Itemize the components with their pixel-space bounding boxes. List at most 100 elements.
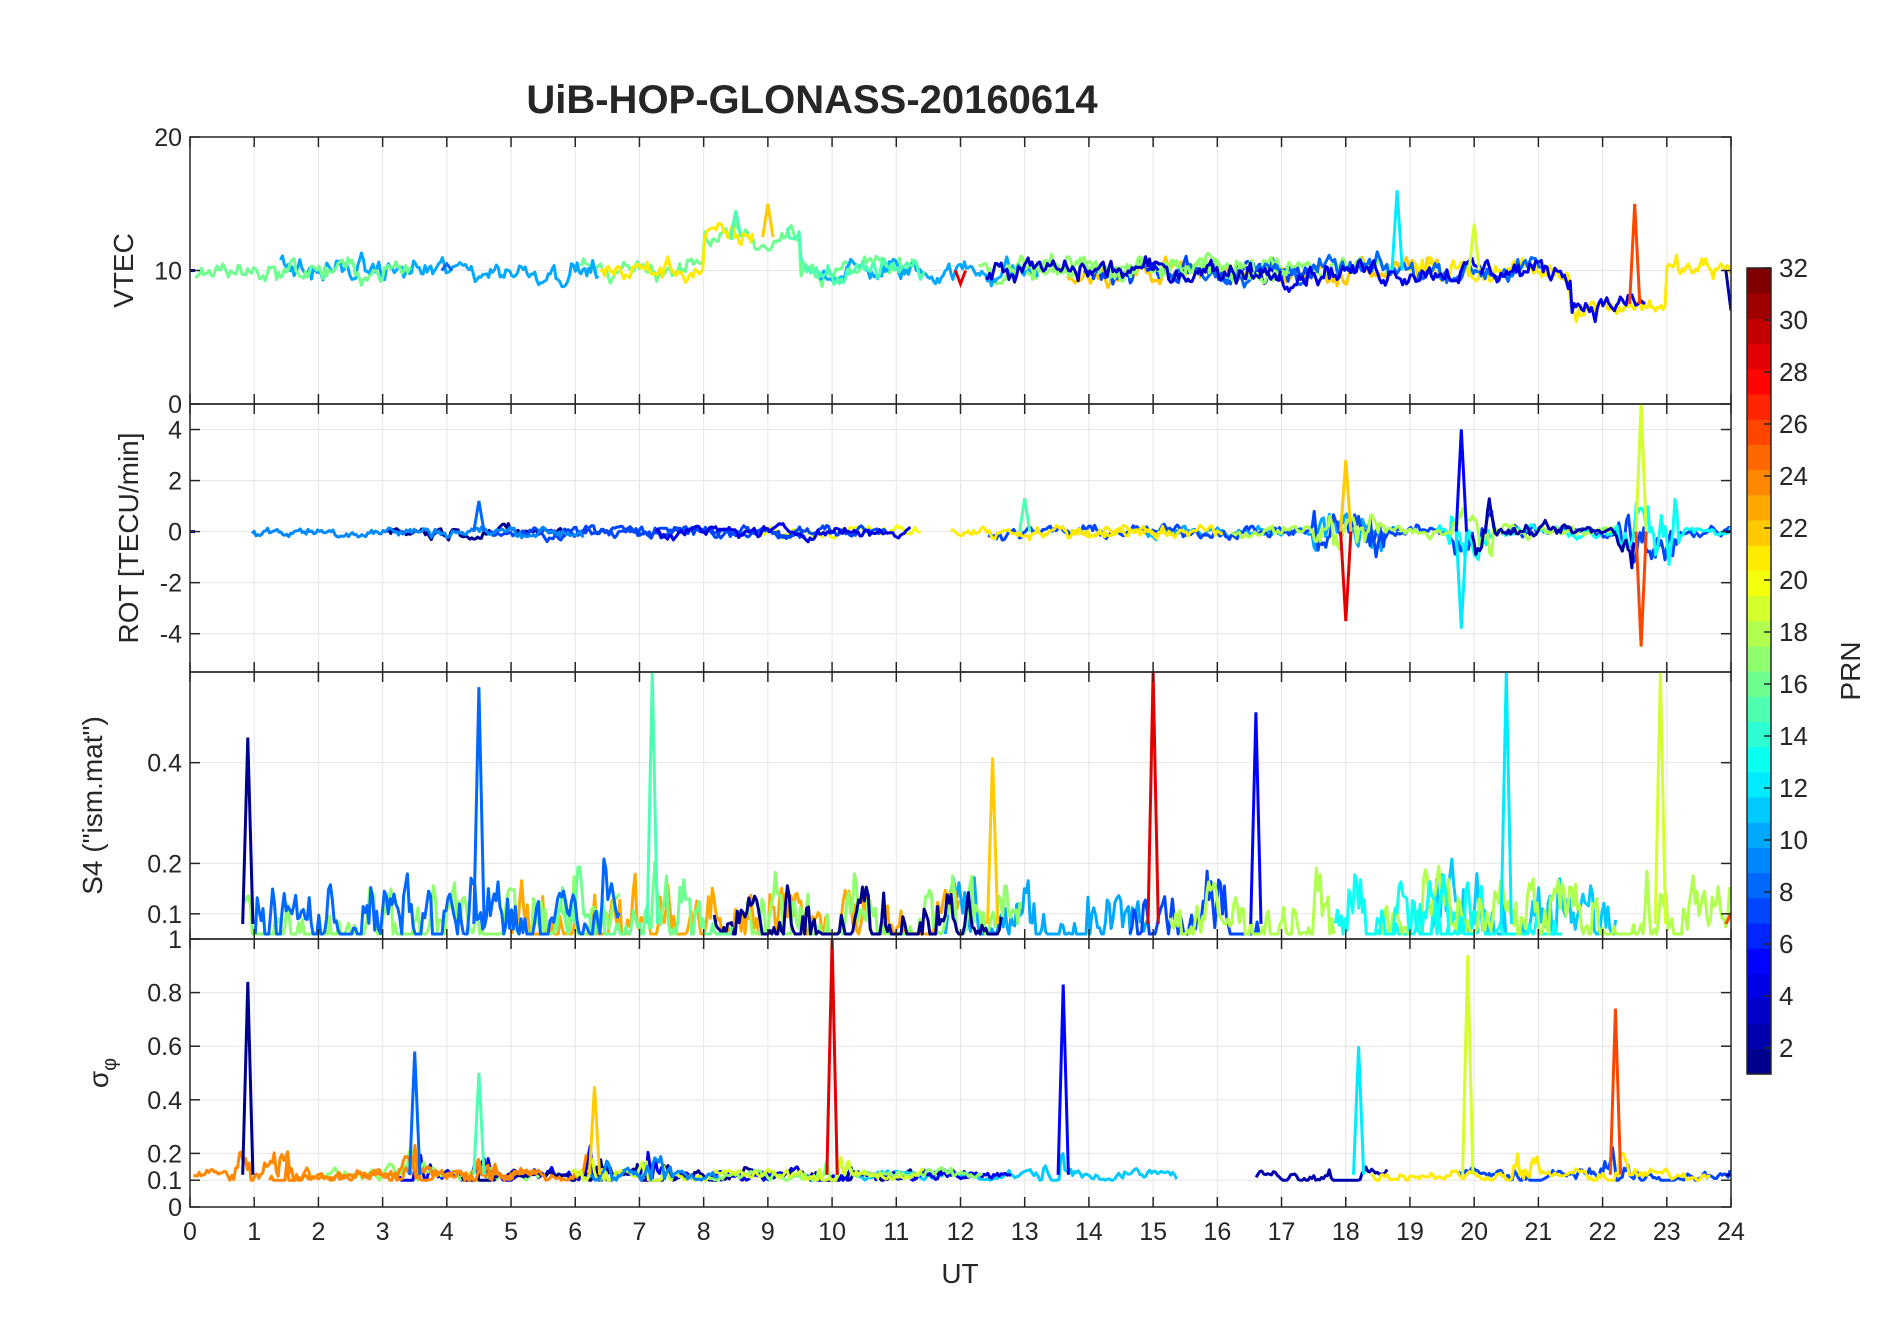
x-tick-label: 2 [311, 1218, 325, 1246]
y-axis-label-VTEC: VTEC [108, 233, 139, 308]
trace-prn-line [268, 1155, 537, 1182]
y-tick-label: 0 [168, 1194, 182, 1222]
peak-point [1249, 712, 1263, 924]
y-ticks-ROT: -4 -2 0 2 4 [160, 417, 1731, 649]
x-tick-label: 5 [504, 1218, 518, 1246]
colorbar-segment [1747, 343, 1771, 370]
trace-prn-line [1245, 256, 1646, 324]
trace-prn-line [712, 884, 1003, 936]
peak-point [645, 672, 659, 924]
y-tick-label: 20 [154, 124, 182, 152]
x-tick-label: 9 [761, 1218, 775, 1246]
panel-sigma_phi: 00.10.20.40.60.810 1 2 3 4 5 6 7 8 9 10 11 12 13 14 15 1… [83, 926, 1745, 1246]
y-ticks-sigma_phi: 00.10.2 0.4 0.6 0.8 1 [147, 926, 1731, 1222]
colorbar-tick-label: 22 [1779, 513, 1808, 543]
y-tick-label: 1 [168, 926, 182, 954]
peak-point [1634, 531, 1648, 647]
trace-prn-line [253, 857, 621, 936]
colorbar-tick-label: 14 [1779, 721, 1808, 751]
colorbar-tick-label: 2 [1779, 1033, 1793, 1063]
peak-point [1146, 672, 1160, 924]
trace-prn-line [1168, 866, 1336, 936]
colorbar-segment [1747, 293, 1771, 319]
x-tick-label: 13 [1011, 1218, 1039, 1246]
y-tick-label: 10 [154, 258, 182, 286]
x-tick-label: 8 [697, 1218, 711, 1246]
peak-point [1724, 270, 1731, 311]
y-tick-label: 0.4 [147, 750, 182, 778]
peak-point [729, 210, 743, 238]
chart-title: UiB-HOP-GLONASS-20160614 [526, 78, 1098, 122]
traces-VTEC [190, 190, 1731, 324]
trace-prn-line [1470, 497, 1636, 570]
trace-prn-line [194, 256, 412, 287]
colorbar-segment [1747, 419, 1771, 445]
colorbar-segment [1747, 771, 1771, 798]
peak-point [1390, 190, 1404, 271]
x-tick-label: 6 [568, 1218, 582, 1246]
colorbar-tick-label: 8 [1779, 877, 1793, 907]
x-tick-label: 11 [883, 1218, 909, 1246]
colorbar-tick-label: 28 [1779, 357, 1808, 387]
peak-point [587, 1086, 602, 1175]
x-tick-label: 21 [1524, 1218, 1552, 1246]
x-ticks-S4 [189, 672, 1732, 939]
colorbar-segment [1747, 570, 1771, 597]
y-tick-label: 2 [168, 468, 182, 496]
y-tick-label: 0 [168, 391, 182, 419]
x-tick-label: 20 [1460, 1218, 1488, 1246]
x-tick-label: 7 [633, 1218, 647, 1246]
x-tick-label: 15 [1139, 1218, 1167, 1246]
colorbar-segment [1747, 393, 1771, 420]
y-ticks-VTEC: 0 10 20 [154, 124, 1731, 419]
y-tick-label: -2 [160, 570, 182, 598]
peak-point [1146, 261, 1160, 272]
x-tick-label: 19 [1396, 1218, 1424, 1246]
peak-point [953, 269, 968, 289]
colorbar-tick-label: 10 [1779, 825, 1808, 855]
colorbar-segment [1747, 368, 1771, 395]
peak-point [408, 1051, 422, 1175]
y-tick-label: 4 [168, 417, 182, 445]
trace-prn-line [1069, 523, 1223, 540]
trace-prn-line [950, 523, 1166, 542]
x-tick-label: 22 [1589, 1218, 1617, 1246]
colorbar-segment [1747, 822, 1771, 848]
y-ticks-S4: 0.1 0.2 0.4 [147, 750, 1731, 929]
colorbar-segment [1747, 796, 1771, 823]
colorbar-segment [1747, 444, 1771, 471]
traces-S4 [241, 672, 1731, 936]
y-tick-label: 0.2 [147, 850, 182, 878]
peak-point [1461, 955, 1475, 1175]
colorbar-tick-label: 16 [1779, 669, 1808, 699]
x-tick-label: 3 [376, 1218, 390, 1246]
y-axis-label-subscript: φ [99, 1058, 121, 1071]
y-tick-label: 0.1 [147, 1167, 182, 1195]
x-tick-label: 0 [183, 1218, 197, 1246]
x-tick-label: 14 [1075, 1218, 1103, 1246]
peak-point [1454, 531, 1468, 629]
colorbar-segment [1747, 922, 1771, 949]
traces-sigma_phi [193, 939, 1731, 1182]
y-tick-label: 0 [168, 519, 182, 547]
colorbar-segment [1747, 595, 1771, 622]
panel-VTEC: 0 10 20 VTEC [108, 124, 1732, 419]
x-tick-label: 23 [1653, 1218, 1681, 1246]
peak-point [440, 261, 454, 272]
peak-point [1608, 1008, 1623, 1175]
trace-prn-line [250, 525, 585, 540]
trace-prn-line [587, 1155, 720, 1182]
x-tick-label: 24 [1717, 1218, 1745, 1246]
x-tick-label: 12 [947, 1218, 975, 1246]
colorbar-segment [1747, 620, 1771, 647]
colorbar-segment [1747, 998, 1771, 1025]
trace-prn-line [1333, 873, 1475, 936]
colorbar-segment [1747, 268, 1771, 294]
x-tick-label: 16 [1203, 1218, 1231, 1246]
peak-point [241, 981, 255, 1175]
peak-point [761, 203, 775, 238]
colorbar-segment [1747, 973, 1771, 1000]
